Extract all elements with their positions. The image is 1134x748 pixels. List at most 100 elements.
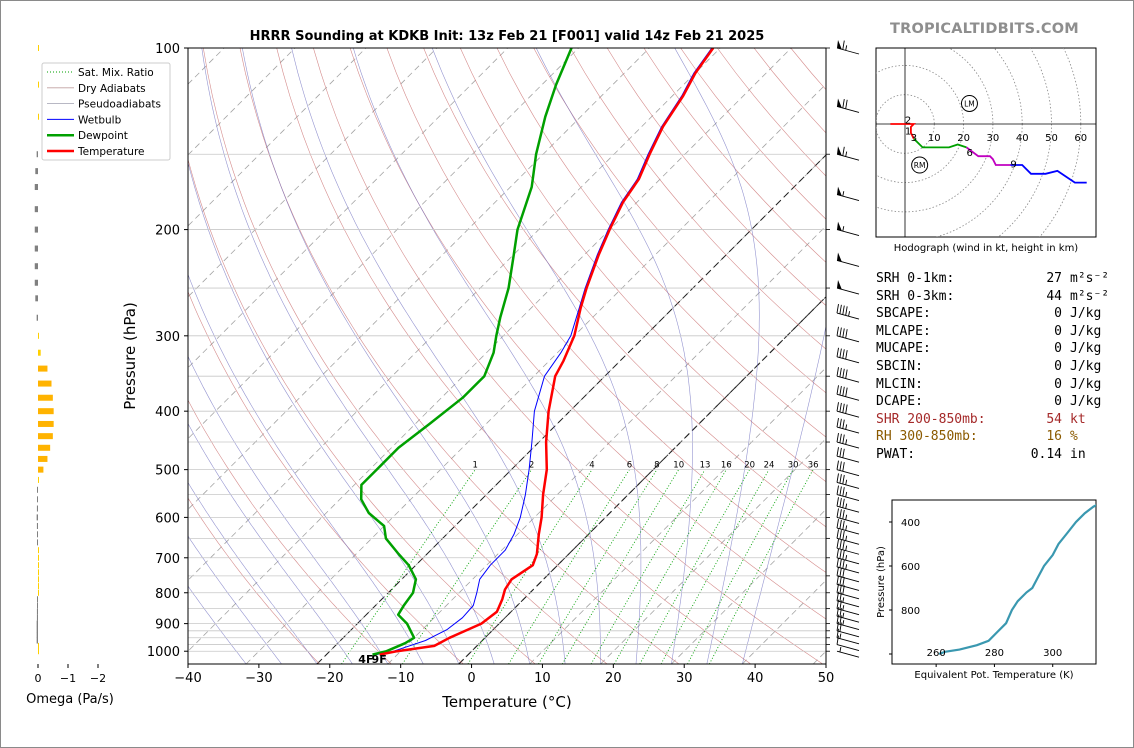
dry-adiabat-line (188, 399, 392, 664)
barb-full (839, 461, 842, 471)
barb-staff (836, 516, 860, 524)
stat-row: MLCIN: 0 J/kg (876, 376, 1116, 394)
barb-staff (836, 650, 860, 658)
omega-bar (38, 45, 39, 51)
omega-bar (36, 620, 38, 627)
barb-staff (836, 441, 860, 449)
barb-staff (836, 455, 860, 463)
mixing-ratio-lines: 1 2 4 6 8 10 13 16 20 24 30 36 (341, 461, 819, 664)
barb-flag (837, 146, 842, 156)
omega-bar (38, 583, 39, 590)
mixing-ratio-line (709, 469, 814, 664)
omega-bar (36, 637, 38, 644)
x-tick-label: −40 (174, 671, 201, 686)
barb-staff (836, 481, 860, 489)
omega-bar (36, 614, 38, 621)
omega-tick-label: −1 (60, 672, 76, 685)
dry-adiabat-line (606, 48, 826, 306)
dry-adiabat-line (276, 48, 751, 664)
barb-half (845, 45, 848, 51)
barb-full (839, 584, 842, 594)
isotherm-line (671, 508, 826, 664)
barb-full (836, 508, 839, 518)
legend: Sat. Mix. Ratio Dry Adiabats Pseudoadiabat… (41, 62, 171, 161)
barb-half (848, 311, 851, 317)
theta-e-y-tick-label: 800 (901, 606, 920, 617)
stat-unit: kt (1070, 411, 1086, 427)
barb-half (845, 564, 848, 570)
mixing-ratio-label: 30 (788, 461, 799, 471)
mixing-ratio-line (402, 469, 532, 664)
barb-full (839, 327, 842, 337)
x-tick-label: 30 (676, 671, 693, 686)
barb-full (836, 347, 839, 357)
pseudoadiabat-line (188, 422, 353, 664)
barb-staff (836, 527, 860, 535)
barb-full (836, 548, 839, 558)
wind-barb (836, 628, 860, 645)
minus-twenty-isotherm (316, 154, 826, 664)
omega-panel: 0 −1 −2 Omega (Pa/s) (26, 45, 114, 707)
barb-flag (837, 252, 842, 262)
isotherm-line (529, 367, 826, 664)
zero-isotherm (458, 296, 826, 664)
y-tick-label: 300 (155, 330, 180, 345)
wind-barb (836, 548, 860, 565)
theta-e-x-label: Equivalent Pot. Temperature (K) (914, 670, 1073, 681)
stat-label: MLCIN: (876, 376, 923, 392)
y-tick-label: 500 (155, 464, 180, 479)
barb-half (845, 555, 848, 561)
barb-full (842, 487, 845, 497)
pseudoadiabat-line (188, 481, 318, 664)
wind-barb (836, 385, 860, 401)
barb-half (842, 191, 845, 197)
barb-full (845, 99, 848, 109)
dry-adiabat-line (313, 48, 823, 664)
barb-full (839, 497, 842, 508)
omega-bar (38, 433, 53, 440)
barb-flag (837, 221, 842, 231)
wind-barb (836, 40, 860, 55)
stat-row: MLCAPE: 0 J/kg (876, 323, 1116, 341)
stat-label: SRH 0-1km: (876, 271, 955, 286)
barb-full (842, 98, 845, 109)
barb-full (842, 462, 845, 472)
barb-full (842, 474, 845, 485)
legend-entry: Sat. Mix. Ratio (78, 67, 154, 79)
barb-staff (836, 623, 860, 631)
barb-staff (836, 600, 860, 608)
barb-half (842, 597, 845, 603)
barb-full (836, 557, 839, 568)
dry-adiabat-line (496, 48, 826, 438)
barb-staff (836, 335, 860, 343)
barb-half (842, 620, 845, 626)
omega-bar (38, 476, 39, 483)
barb-full (842, 403, 845, 413)
barb-full (839, 509, 842, 519)
barb-full (845, 369, 848, 379)
isotherm-line (188, 48, 792, 652)
barb-full (839, 433, 842, 443)
omega-bar (38, 547, 39, 554)
legend-entry: Wetbulb (78, 114, 122, 126)
barb-half (845, 479, 848, 485)
stat-unit: J/kg (1070, 306, 1102, 322)
barb-full (839, 576, 842, 586)
wind-barb (836, 497, 860, 513)
isotherm-line (245, 83, 826, 664)
mixing-ratio-label: 1 (473, 461, 478, 471)
y-tick-label: 100 (155, 42, 180, 57)
pseudoadiabat-line (188, 535, 282, 664)
dry-adiabat-line (570, 48, 826, 350)
barb-half (845, 424, 848, 430)
pseudoadiabats (188, 48, 826, 664)
barb-full (836, 628, 839, 638)
hodograph-ring-label: 60 (1074, 133, 1087, 144)
omega-bar (38, 394, 53, 401)
x-tick-label: −10 (387, 671, 414, 686)
stat-label: PWAT: (876, 446, 916, 462)
omega-bar (34, 184, 38, 191)
hodograph-height-label: 3 (911, 133, 917, 144)
omega-bar (36, 522, 38, 529)
wind-barb (836, 621, 860, 638)
